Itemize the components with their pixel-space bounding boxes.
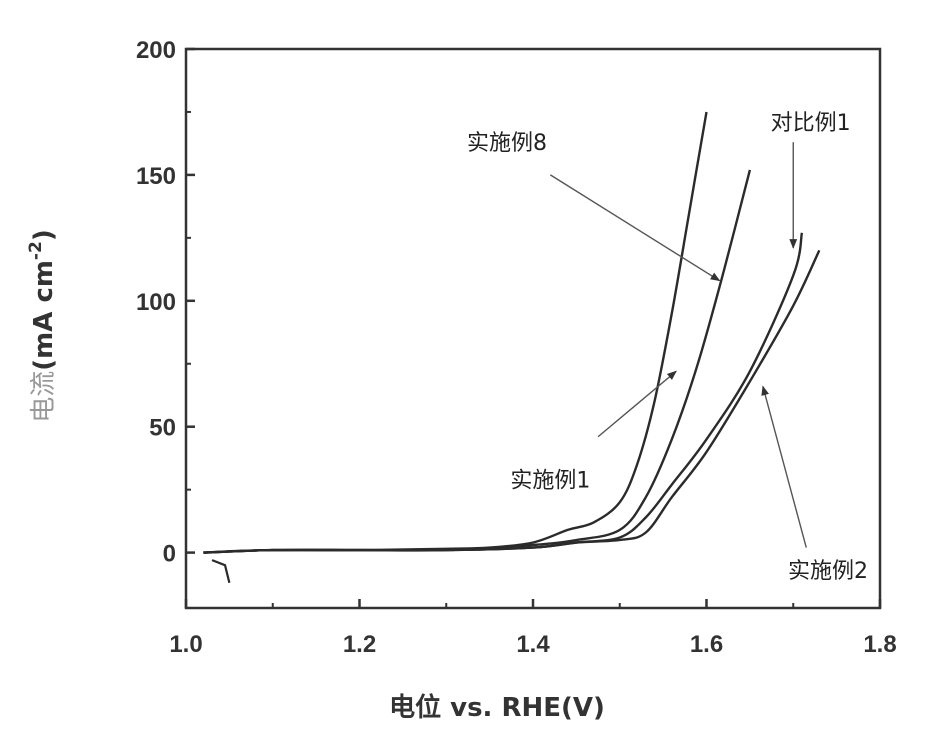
- series-line-example-1: [203, 112, 706, 553]
- annotation-label-comparative-example-1: 对比例1: [771, 111, 851, 136]
- x-tick-label: 1.2: [343, 631, 376, 658]
- y-axis-title-main: (mA cm: [29, 260, 59, 371]
- x-tick-label: 1.0: [169, 631, 202, 658]
- x-tick-label: 1.4: [516, 631, 550, 658]
- series-line-comparative-example-1: [203, 233, 802, 553]
- annotation-arrow-example-1: [598, 371, 676, 436]
- x-tick-label: 1.6: [690, 631, 723, 658]
- annotation-label-example-8: 实施例8: [467, 131, 547, 156]
- series-layer: [203, 112, 819, 583]
- y-tick-label: 100: [136, 289, 176, 316]
- y-axis-title-sup: -2: [26, 241, 46, 260]
- series-line-example-2: [203, 250, 819, 552]
- annotation-layer: 实施例8 对比例1 实施例1 实施例2: [467, 111, 868, 584]
- annotation-label-example-1: 实施例1: [510, 469, 590, 494]
- series-line-example-8: [203, 170, 750, 553]
- y-tick-label: 50: [149, 415, 176, 442]
- x-tick-label: 1.8: [863, 631, 896, 658]
- y-axis-title: 电流(mA cm-2): [26, 229, 59, 422]
- y-axis-title-prefix: 电流: [29, 371, 59, 423]
- y-tick-label: 150: [136, 163, 176, 190]
- annotation-arrow-example-2: [763, 386, 806, 547]
- y-tick-label: 200: [136, 37, 176, 64]
- y-axis-title-suffix: ): [29, 229, 59, 241]
- x-axis-title: 电位 vs. RHE(V): [389, 692, 605, 723]
- annotation-label-example-2: 实施例2: [788, 559, 868, 584]
- y-tick-label: 0: [163, 541, 176, 568]
- series-start-artifact: [212, 560, 229, 583]
